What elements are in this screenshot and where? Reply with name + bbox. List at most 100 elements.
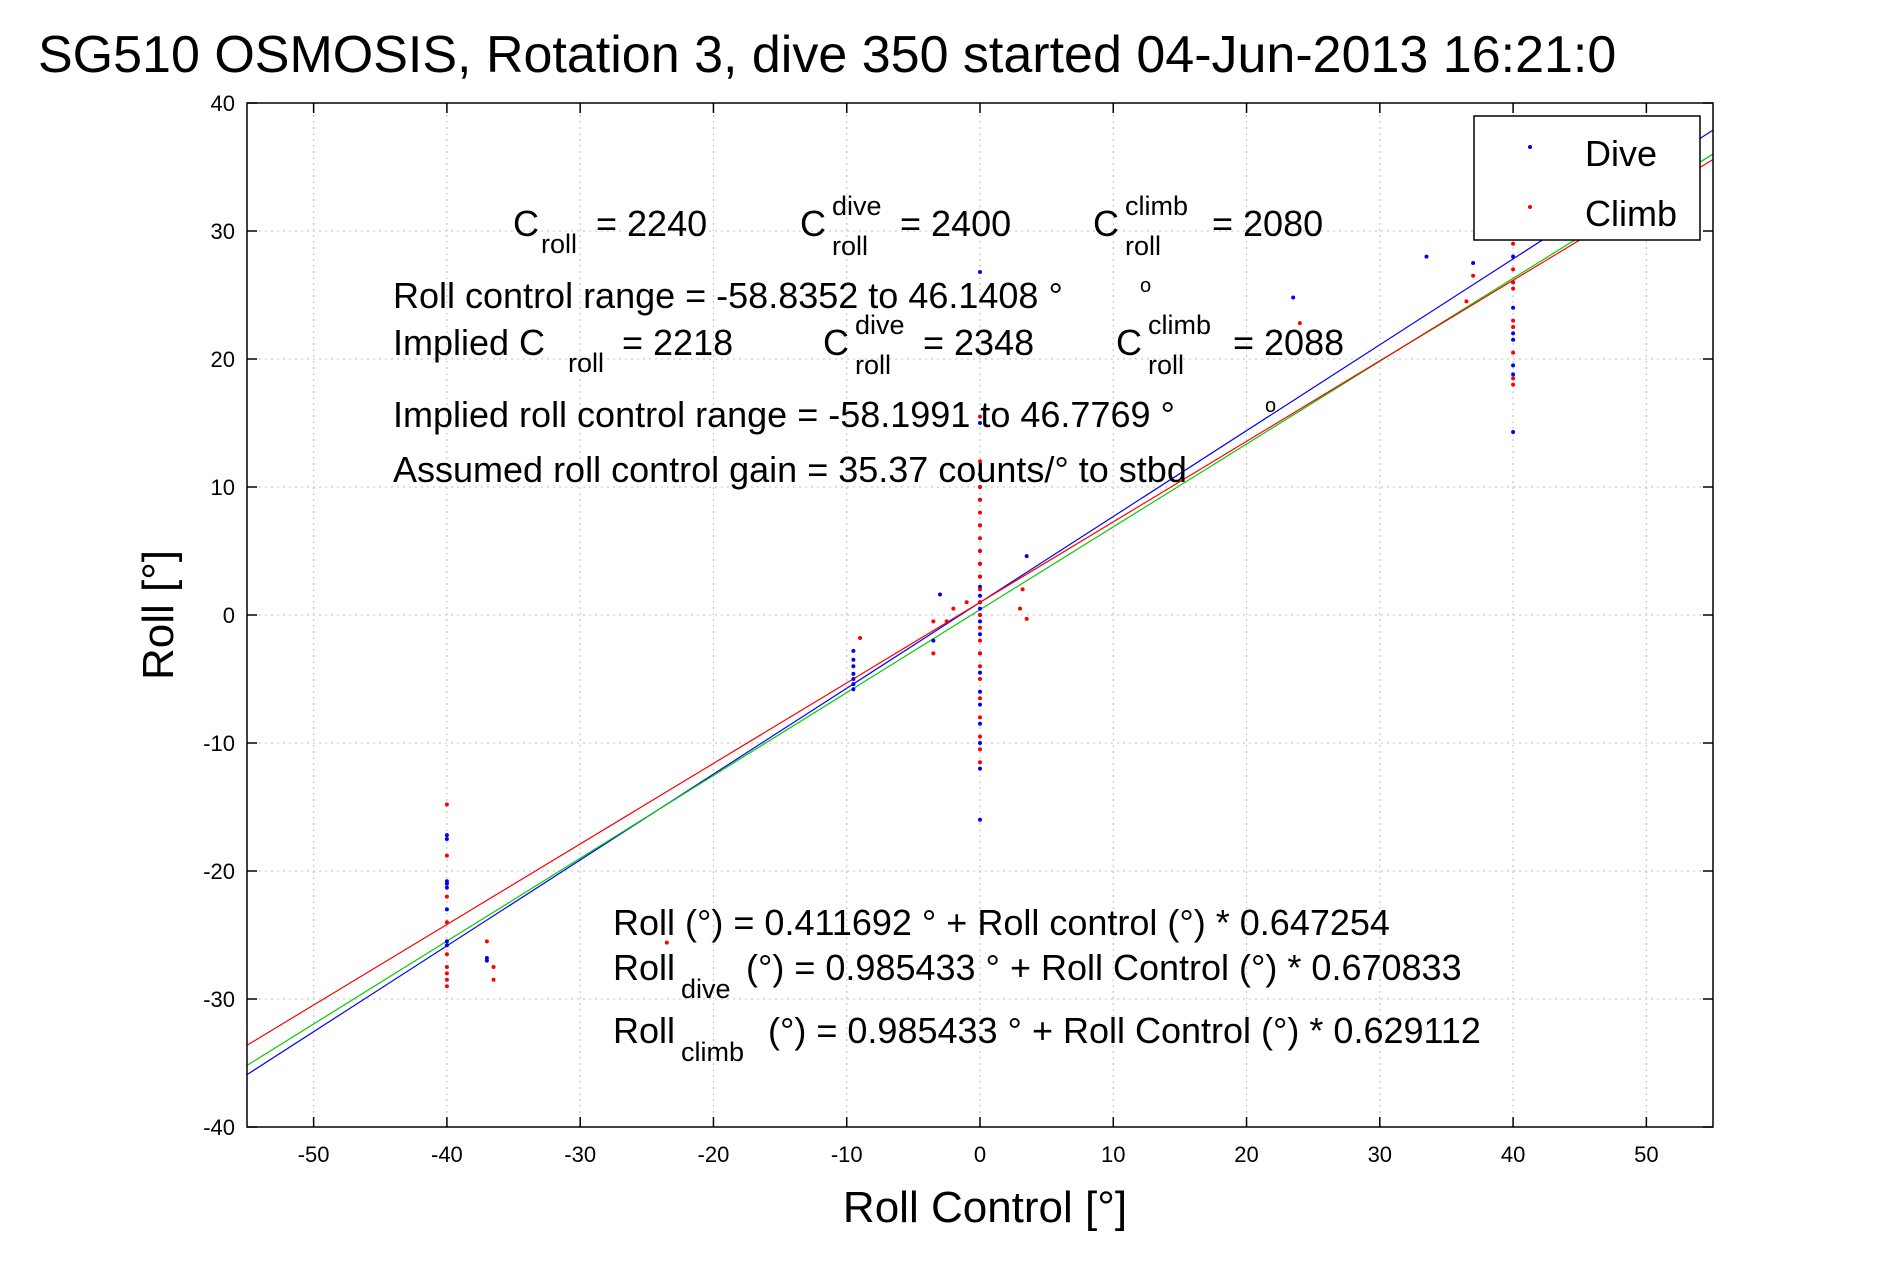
climb-point bbox=[1471, 273, 1476, 278]
legend-dive-label: Dive bbox=[1585, 133, 1657, 174]
dive-point bbox=[484, 958, 489, 963]
y-tick-label: -20 bbox=[203, 859, 235, 884]
x-tick-label: 40 bbox=[1501, 1142, 1525, 1167]
roll-control-range-marker: o bbox=[1140, 275, 1151, 297]
implied-c-roll-annotation: Implied C roll = 2218 bbox=[393, 322, 733, 378]
implied-c-roll-value: = 2218 bbox=[622, 322, 733, 363]
climb-point bbox=[978, 561, 982, 566]
data-points bbox=[444, 222, 1516, 989]
dive-point bbox=[978, 721, 982, 726]
climb-point bbox=[1464, 299, 1469, 304]
dive-point bbox=[444, 833, 449, 838]
c-roll-dive-base: C bbox=[800, 203, 826, 244]
c-roll-sub: roll bbox=[541, 229, 577, 259]
climb-point bbox=[978, 625, 982, 630]
x-tick-label: 10 bbox=[1101, 1142, 1125, 1167]
y-tick-label: 10 bbox=[211, 475, 235, 500]
climb-point bbox=[1511, 280, 1516, 285]
y-tick-label: 0 bbox=[223, 603, 235, 628]
dive-point bbox=[1511, 305, 1516, 310]
c-roll-annotation: C roll = 2240 bbox=[513, 203, 707, 259]
climb-point bbox=[1511, 318, 1516, 323]
climb-point bbox=[978, 574, 982, 579]
x-axis-label: Roll Control [°] bbox=[843, 1183, 1127, 1232]
implied-range: Implied roll control range = -58.1991 to… bbox=[393, 394, 1175, 435]
climb-point bbox=[978, 587, 982, 592]
c-roll-dive-sub: roll bbox=[832, 231, 868, 261]
legend-climb-marker bbox=[1528, 205, 1532, 209]
implied-c-roll-prefix: Implied C bbox=[393, 322, 545, 363]
climb-point bbox=[1511, 286, 1516, 291]
dive-point bbox=[444, 881, 449, 886]
dive-point bbox=[978, 689, 982, 694]
equation-combined: Roll (°) = 0.411692 ° + Roll control (°)… bbox=[613, 902, 1390, 943]
dive-point bbox=[1291, 295, 1296, 300]
climb-point bbox=[1511, 325, 1516, 329]
c-roll-climb-base: C bbox=[1093, 203, 1119, 244]
dive-point bbox=[978, 619, 982, 624]
climb-point bbox=[978, 414, 982, 419]
climb-point bbox=[858, 636, 863, 641]
dive-point bbox=[1511, 372, 1516, 377]
dive-point bbox=[1511, 429, 1516, 434]
dive-point bbox=[1511, 331, 1516, 336]
climb-point bbox=[1020, 587, 1025, 592]
implied-c-roll-sub: roll bbox=[568, 348, 604, 378]
climb-point bbox=[444, 971, 449, 976]
climb-point bbox=[978, 715, 982, 720]
dive-point bbox=[851, 682, 856, 687]
implied-c-roll-climb-sub: roll bbox=[1148, 350, 1184, 380]
implied-c-roll-climb-value: = 2088 bbox=[1233, 322, 1344, 363]
climb-point bbox=[978, 677, 982, 681]
climb-point bbox=[978, 600, 982, 605]
climb-point bbox=[484, 939, 489, 944]
climb-point bbox=[931, 651, 936, 656]
climb-point bbox=[1511, 382, 1516, 387]
dive-point bbox=[1511, 254, 1516, 259]
implied-c-roll-climb-sup: climb bbox=[1148, 310, 1211, 340]
c-roll-value: = 2240 bbox=[596, 203, 707, 244]
climb-point bbox=[664, 940, 669, 945]
y-tick-label: -10 bbox=[203, 731, 235, 756]
dive-point bbox=[978, 741, 982, 745]
x-tick-label: -40 bbox=[431, 1142, 463, 1167]
legend-box bbox=[1473, 115, 1701, 241]
dive-point bbox=[444, 885, 449, 890]
climb-point bbox=[931, 619, 936, 624]
dive-point bbox=[978, 421, 982, 425]
roll-control-range: Roll control range = -58.8352 to 46.1408… bbox=[393, 275, 1063, 316]
climb-point bbox=[444, 802, 449, 807]
x-tick-label: 50 bbox=[1634, 1142, 1658, 1167]
x-tick-label: 0 bbox=[974, 1142, 986, 1167]
dive-point bbox=[978, 606, 982, 611]
y-tick-label: 20 bbox=[211, 347, 235, 372]
climb-point bbox=[978, 497, 982, 502]
equation-dive: Roll dive (°) = 0.985433 ° + Roll Contro… bbox=[613, 947, 1462, 1004]
climb-point bbox=[1297, 321, 1302, 326]
equation-dive-sub: dive bbox=[681, 974, 731, 1004]
dive-point bbox=[978, 472, 982, 477]
annotations: C roll = 2240 C dive roll = 2400 C climb… bbox=[393, 191, 1481, 1067]
c-roll-dive-annotation: C dive roll = 2400 bbox=[800, 191, 1011, 261]
climb-point bbox=[978, 747, 982, 752]
legend-climb-label: Climb bbox=[1585, 193, 1677, 234]
y-tick-label: -40 bbox=[203, 1115, 235, 1140]
y-tick-label: 40 bbox=[211, 91, 235, 116]
dive-point bbox=[444, 837, 449, 841]
dive-point bbox=[1511, 363, 1516, 368]
climb-point bbox=[1511, 241, 1516, 246]
x-tick-label: -20 bbox=[698, 1142, 730, 1167]
dive-point bbox=[978, 702, 982, 707]
implied-c-roll-dive-value: = 2348 bbox=[923, 322, 1034, 363]
dive-point bbox=[444, 943, 449, 948]
implied-c-roll-climb-base: C bbox=[1116, 322, 1142, 363]
c-roll-base: C bbox=[513, 203, 539, 244]
climb-point bbox=[1017, 606, 1022, 611]
climb-point bbox=[1511, 350, 1516, 355]
climb-point bbox=[978, 536, 982, 541]
dive-point bbox=[978, 593, 982, 598]
climb-point bbox=[978, 651, 982, 656]
x-tick-label: 30 bbox=[1368, 1142, 1392, 1167]
x-tick-label: 20 bbox=[1234, 1142, 1258, 1167]
